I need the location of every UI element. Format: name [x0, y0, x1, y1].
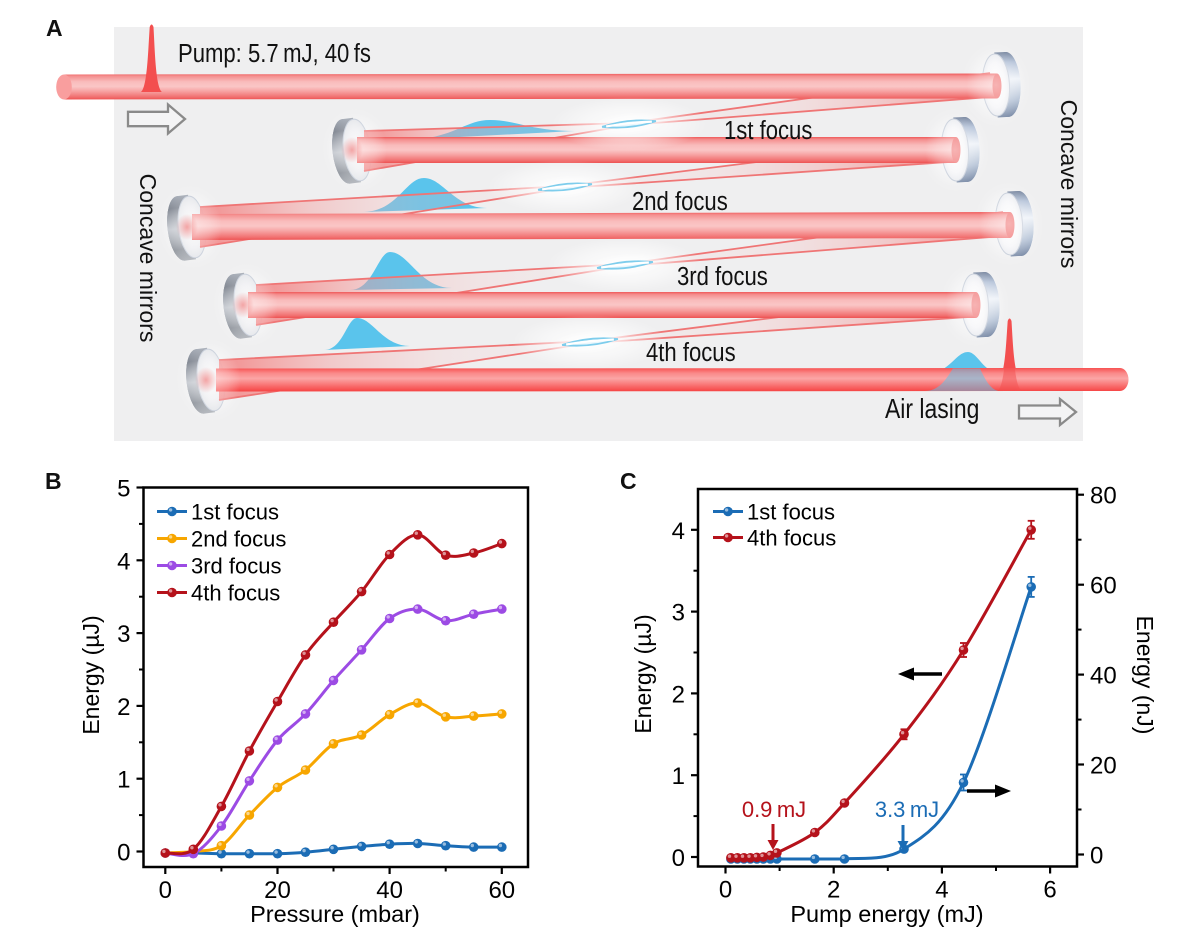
svg-text:B: B — [45, 468, 62, 494]
svg-text:1: 1 — [672, 763, 685, 790]
svg-text:4th focus: 4th focus — [646, 338, 736, 367]
svg-text:4: 4 — [672, 518, 685, 545]
svg-text:1: 1 — [117, 767, 130, 794]
svg-text:0.9 mJ: 0.9 mJ — [742, 797, 806, 822]
svg-text:4: 4 — [117, 548, 130, 575]
svg-text:2: 2 — [672, 681, 685, 708]
svg-text:80: 80 — [1090, 483, 1117, 510]
svg-text:2: 2 — [117, 694, 130, 721]
svg-text:40: 40 — [376, 877, 403, 904]
svg-text:20: 20 — [264, 877, 291, 904]
svg-text:0: 0 — [719, 877, 732, 904]
svg-text:0: 0 — [159, 877, 172, 904]
svg-text:4th focus: 4th focus — [191, 581, 280, 606]
svg-text:40: 40 — [1090, 663, 1117, 690]
svg-text:1st focus: 1st focus — [724, 116, 812, 145]
svg-text:0: 0 — [117, 840, 130, 867]
svg-text:3rd focus: 3rd focus — [191, 554, 282, 579]
svg-text:3rd focus: 3rd focus — [677, 262, 768, 291]
svg-text:2nd focus: 2nd focus — [191, 527, 286, 552]
svg-text:Pump energy (mJ): Pump energy (mJ) — [790, 901, 983, 927]
svg-text:3: 3 — [672, 600, 685, 627]
svg-text:Energy (µJ): Energy (µJ) — [630, 614, 656, 733]
svg-text:20: 20 — [1090, 753, 1117, 780]
svg-text:C: C — [620, 468, 637, 494]
svg-text:1st focus: 1st focus — [191, 500, 279, 525]
svg-text:60: 60 — [488, 877, 515, 904]
svg-text:Energy (nJ): Energy (nJ) — [1132, 616, 1158, 735]
svg-text:0: 0 — [1090, 843, 1103, 870]
svg-text:Air lasing: Air lasing — [885, 394, 979, 425]
svg-text:4: 4 — [935, 877, 948, 904]
svg-text:1st focus: 1st focus — [747, 500, 835, 525]
svg-text:6: 6 — [1043, 877, 1056, 904]
svg-text:Concave mirrors: Concave mirrors — [135, 174, 161, 343]
svg-text:Pressure (mbar): Pressure (mbar) — [250, 901, 420, 927]
svg-text:A: A — [46, 15, 63, 41]
svg-text:3.3 mJ: 3.3 mJ — [875, 797, 939, 822]
svg-text:0: 0 — [672, 845, 685, 872]
svg-text:60: 60 — [1090, 573, 1117, 600]
svg-text:2: 2 — [827, 877, 840, 904]
svg-text:2nd focus: 2nd focus — [632, 187, 728, 216]
svg-text:4th focus: 4th focus — [747, 526, 836, 551]
svg-text:Pump: 5.7 mJ, 40 fs: Pump: 5.7 mJ, 40 fs — [178, 39, 371, 68]
svg-text:3: 3 — [117, 621, 130, 648]
svg-text:Energy (µJ): Energy (µJ) — [78, 615, 104, 734]
svg-text:5: 5 — [117, 476, 130, 503]
svg-text:Concave mirrors: Concave mirrors — [1056, 100, 1082, 269]
